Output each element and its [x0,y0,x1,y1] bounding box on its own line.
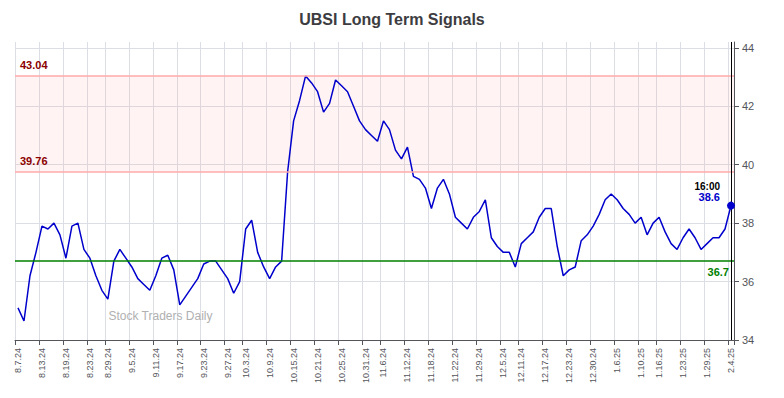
svg-text:38: 38 [742,217,754,229]
svg-text:9.5.24: 9.5.24 [127,348,137,373]
svg-text:1.29.25: 1.29.25 [702,348,712,378]
svg-text:11.6.24: 11.6.24 [378,348,388,377]
svg-text:8.7.24: 8.7.24 [13,348,23,373]
svg-text:43.04: 43.04 [20,59,48,71]
svg-text:9.11.24: 9.11.24 [151,348,161,377]
svg-text:8.23.24: 8.23.24 [85,348,95,378]
svg-text:Stock Traders Daily: Stock Traders Daily [108,309,212,323]
svg-text:11.18.24: 11.18.24 [426,348,436,382]
svg-text:11.22.24: 11.22.24 [450,348,460,382]
svg-text:1.23.25: 1.23.25 [678,348,688,378]
svg-text:8.29.24: 8.29.24 [103,348,113,378]
svg-text:36: 36 [742,276,754,288]
svg-text:12.30.24: 12.30.24 [588,348,598,383]
svg-text:11.29.24: 11.29.24 [474,348,484,382]
svg-text:9.17.24: 9.17.24 [175,348,185,378]
svg-text:36.7: 36.7 [708,266,729,278]
svg-text:10.31.24: 10.31.24 [361,348,371,383]
svg-text:12.5.24: 12.5.24 [498,348,508,378]
svg-text:40: 40 [742,159,754,171]
svg-text:34: 34 [742,334,754,346]
svg-text:38.6: 38.6 [699,191,720,203]
svg-text:42: 42 [742,100,754,112]
svg-text:10.25.24: 10.25.24 [337,348,347,383]
svg-text:9.27.24: 9.27.24 [223,348,233,378]
svg-text:10.9.24: 10.9.24 [265,348,275,378]
svg-text:9.23.24: 9.23.24 [199,348,209,378]
svg-text:16:00: 16:00 [694,180,720,192]
svg-text:11.12.24: 11.12.24 [402,348,412,382]
svg-text:1.10.25: 1.10.25 [636,348,646,378]
svg-text:10.3.24: 10.3.24 [241,348,251,378]
svg-text:8.19.24: 8.19.24 [61,348,71,378]
svg-text:UBSI Long Term Signals: UBSI Long Term Signals [299,11,485,28]
svg-text:39.76: 39.76 [20,155,48,167]
svg-text:2.4.25: 2.4.25 [726,348,736,373]
svg-text:44: 44 [742,42,754,54]
svg-text:12.17.24: 12.17.24 [540,348,550,383]
svg-text:8.13.24: 8.13.24 [37,348,47,378]
svg-text:1.6.25: 1.6.25 [612,348,622,373]
svg-text:10.15.24: 10.15.24 [289,348,299,383]
svg-text:1.16.25: 1.16.25 [654,348,664,378]
svg-text:12.11.24: 12.11.24 [516,348,526,382]
svg-text:12.23.24: 12.23.24 [564,348,574,383]
svg-text:10.21.24: 10.21.24 [313,348,323,383]
